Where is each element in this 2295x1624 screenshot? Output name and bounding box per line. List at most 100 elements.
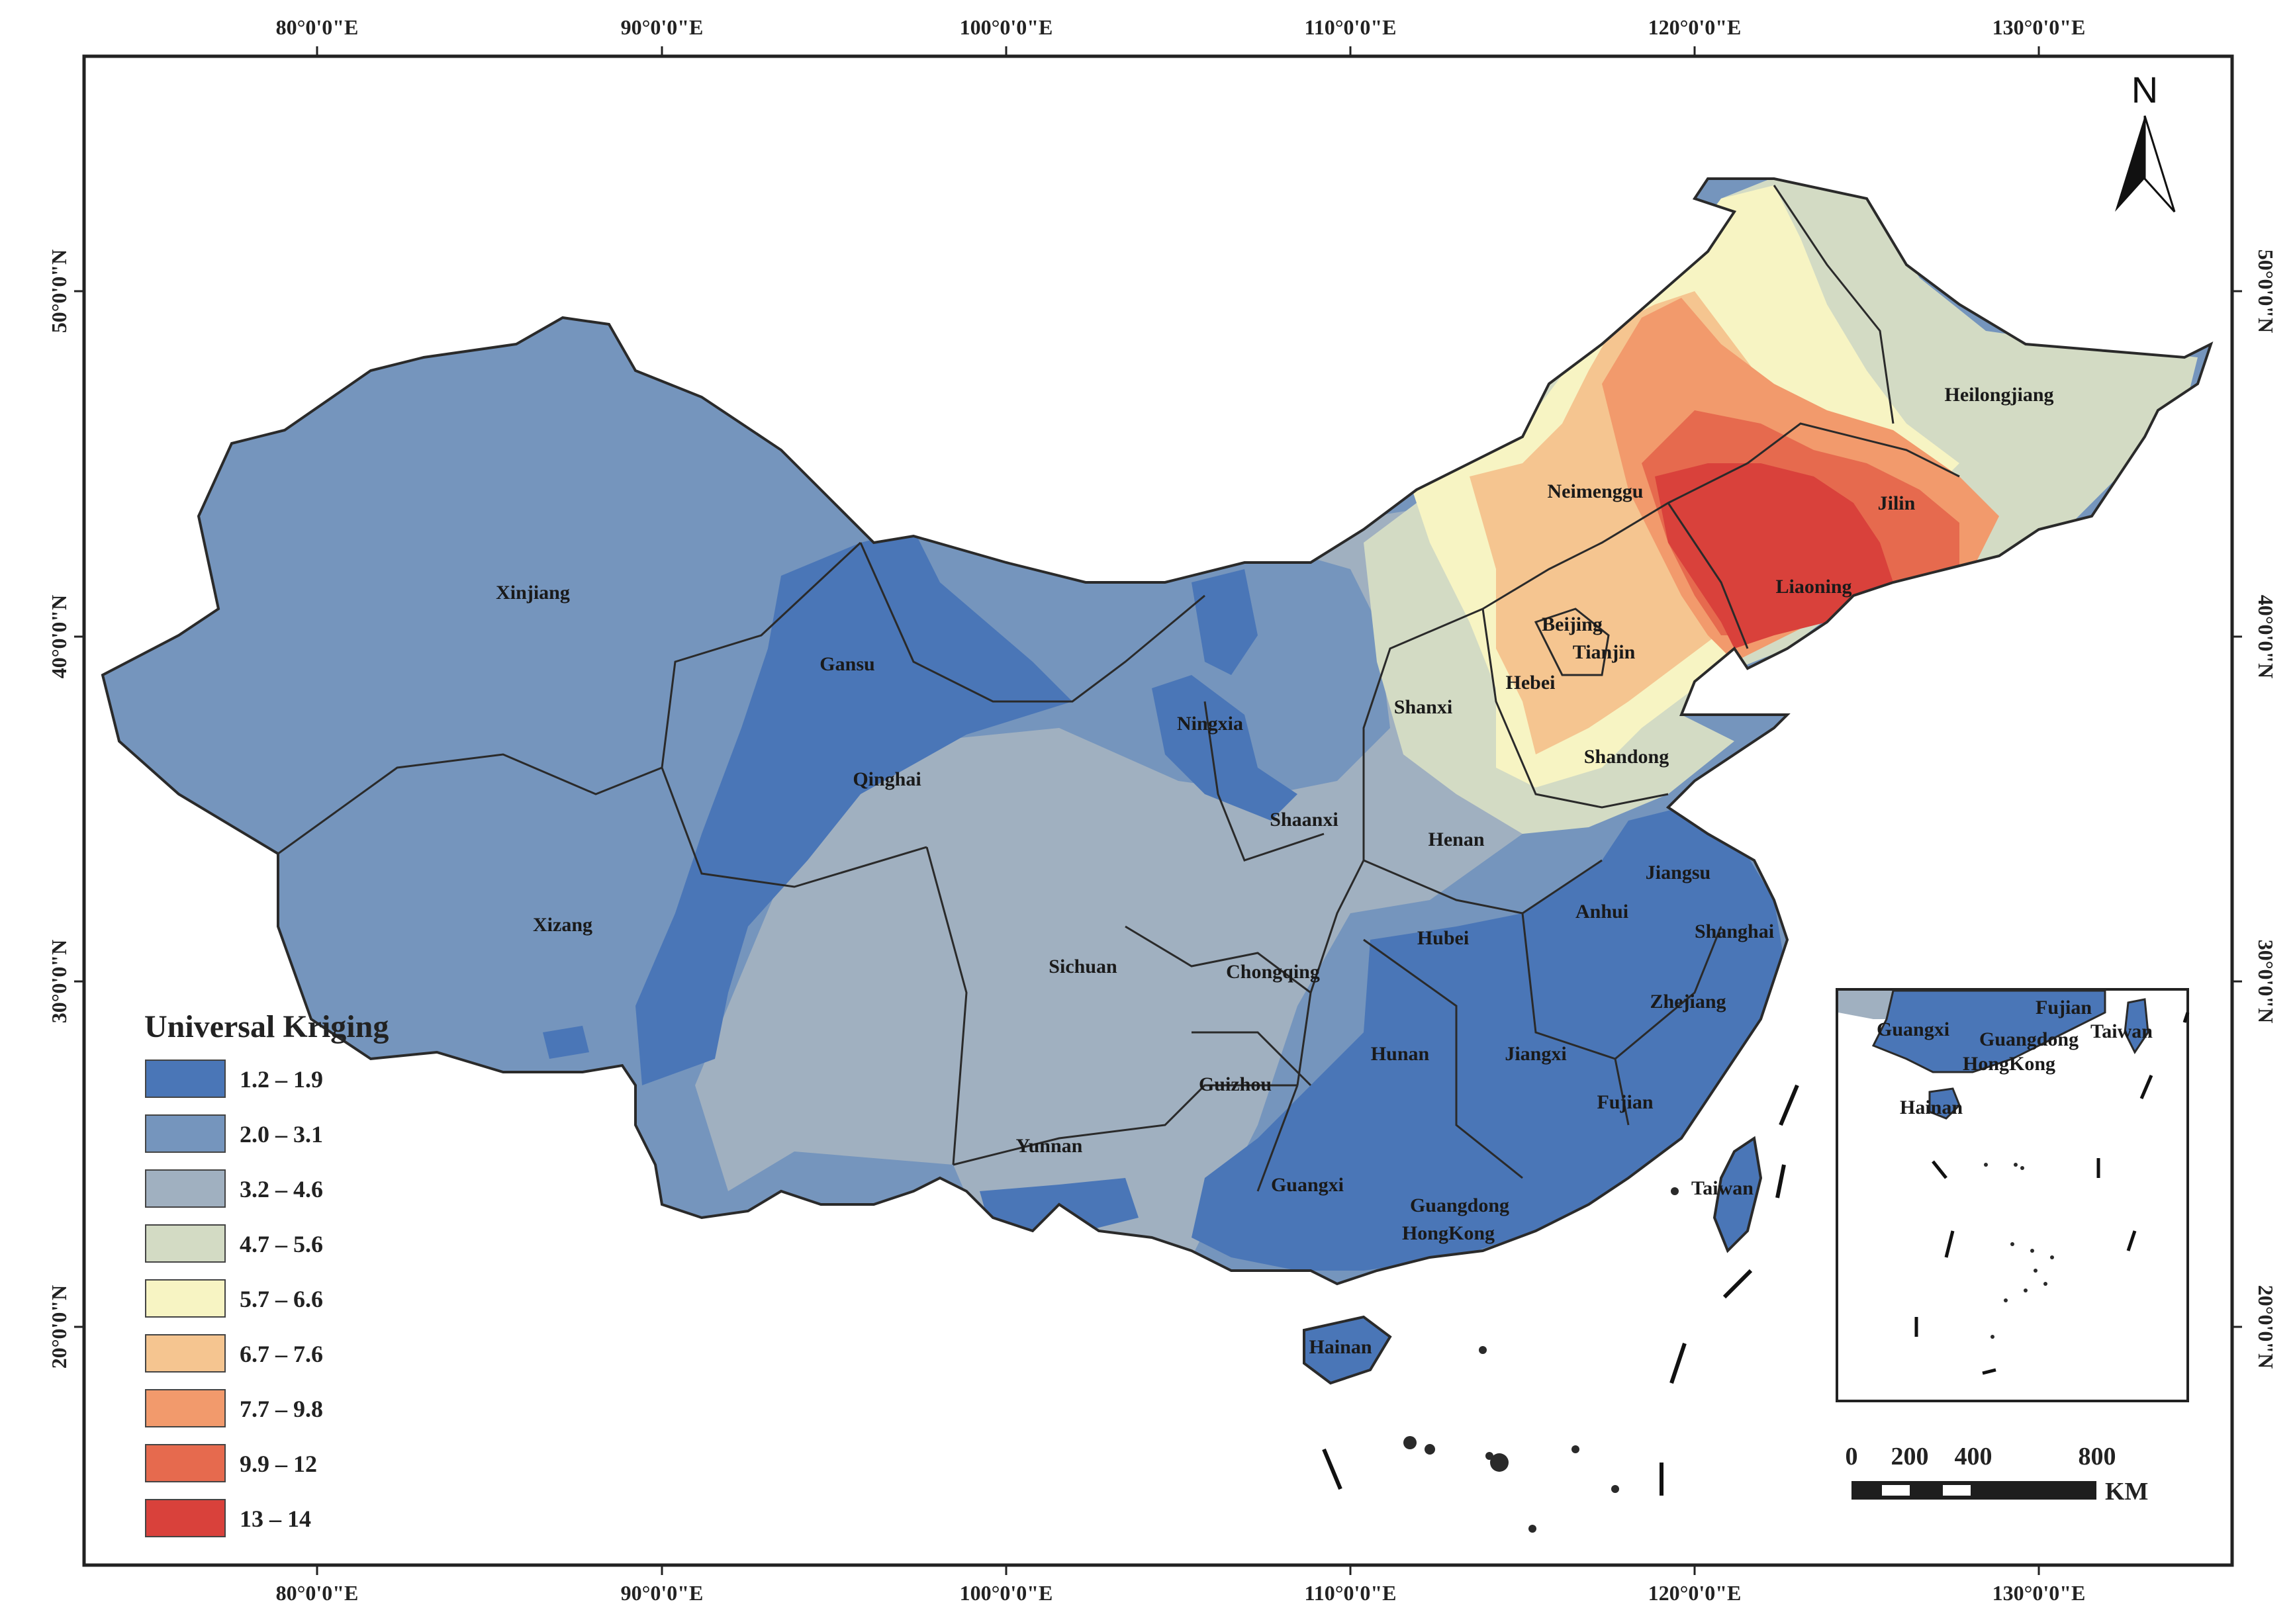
inset-land-blue xyxy=(1871,989,2106,1073)
bottom-lon-label: 130°0'0"E xyxy=(1992,1581,2086,1605)
scale-tick-label: 0 xyxy=(1846,1443,1858,1470)
legend-label: 1.2 – 1.9 xyxy=(240,1066,323,1093)
zone-c1-ningxia xyxy=(1152,675,1297,821)
inset-taiwan xyxy=(2124,998,2149,1054)
top-lon-label: 90°0'0"E xyxy=(621,15,704,39)
legend-swatch xyxy=(145,1499,226,1537)
legend-swatch xyxy=(145,1334,226,1373)
graticule-ticks xyxy=(74,46,2242,1575)
legend-label: 3.2 – 4.6 xyxy=(240,1176,323,1202)
label-guizhou: Guizhou xyxy=(1199,1073,1272,1095)
label-heilongjiang: Heilongjiang xyxy=(1944,384,2053,406)
right-lat-label: 40°0'0"N xyxy=(2254,595,2278,679)
top-lon-label: 130°0'0"E xyxy=(1992,15,2086,39)
label-zhejiang: Zhejiang xyxy=(1650,991,1726,1013)
coastal-islands xyxy=(1403,1187,1679,1533)
label-neimenggu: Neimenggu xyxy=(1548,480,1644,502)
zone-c1-xizang-south xyxy=(543,1026,589,1059)
scale-tick-label: 400 xyxy=(1955,1443,1992,1470)
inset-dashes xyxy=(1914,1012,2190,1375)
label-jiangsu: Jiangsu xyxy=(1646,862,1710,883)
scale-bar: 0 200 400 800 KM xyxy=(1846,1443,2149,1506)
legend-swatch xyxy=(145,1279,226,1318)
top-lon-label: 110°0'0"E xyxy=(1304,15,1396,39)
legend-title: Universal Kriging xyxy=(144,1009,389,1044)
legend-label: 2.0 – 3.1 xyxy=(240,1121,323,1148)
province-boundaries xyxy=(277,185,1960,1192)
legend-swatch xyxy=(145,1169,226,1208)
legend-swatch xyxy=(145,1060,226,1098)
zone-c1-southeast xyxy=(1192,807,1787,1271)
label-shanxi: Shanxi xyxy=(1394,696,1452,718)
bottom-lon-label: 100°0'0"E xyxy=(960,1581,1053,1605)
legend-swatch xyxy=(145,1444,226,1482)
taiwan-island xyxy=(1712,1136,1763,1253)
label-jilin: Jilin xyxy=(1878,492,1916,514)
legend-swatch xyxy=(145,1224,226,1263)
label-shandong: Shandong xyxy=(1584,746,1669,768)
inset-label-guangxi: Guangxi xyxy=(1877,1018,1949,1040)
bottom-lon-label: 110°0'0"E xyxy=(1304,1581,1396,1605)
right-axis-labels: 50°0'0"N 40°0'0"N 30°0'0"N 20°0'0"N xyxy=(2254,249,2278,1369)
inset-hainan xyxy=(1928,1087,1961,1120)
label-ningxia: Ningxia xyxy=(1177,713,1243,735)
hainan-island xyxy=(1303,1315,1392,1385)
left-lat-label: 30°0'0"N xyxy=(47,940,71,1024)
label-sichuan: Sichuan xyxy=(1049,956,1117,977)
north-arrow: N xyxy=(2115,69,2176,213)
label-jiangxi: Jiangxi xyxy=(1505,1043,1566,1065)
legend: Universal Kriging 1.2 – 1.9 2.0 – 3.1 3.… xyxy=(144,1009,389,1537)
label-taiwan: Taiwan xyxy=(1691,1177,1754,1199)
legend-swatch xyxy=(145,1114,226,1153)
inset-label-fujian: Fujian xyxy=(2036,997,2092,1018)
right-lat-label: 20°0'0"N xyxy=(2254,1285,2278,1369)
legend-label: 4.7 – 5.6 xyxy=(240,1231,323,1257)
label-beijing: Beijing xyxy=(1542,613,1603,635)
legend-label: 13 – 14 xyxy=(240,1506,311,1532)
legend-label: 9.9 – 12 xyxy=(240,1451,317,1477)
scale-segment-white xyxy=(1943,1485,1971,1496)
inset-islands xyxy=(1984,1163,2054,1339)
label-gansu: Gansu xyxy=(820,653,874,675)
north-arrow-icon xyxy=(2115,116,2145,212)
china-outline xyxy=(101,177,2214,1286)
label-shaanxi: Shaanxi xyxy=(1270,809,1338,831)
label-guangdong: Guangdong xyxy=(1410,1195,1509,1216)
scale-tick-label: 200 xyxy=(1891,1443,1929,1470)
left-lat-label: 20°0'0"N xyxy=(47,1285,71,1369)
province-labels: Xinjiang Xizang Gansu Qinghai Ningxia Si… xyxy=(496,384,2053,1358)
scale-unit: KM xyxy=(2105,1478,2148,1506)
legend-label: 7.7 – 9.8 xyxy=(240,1396,323,1422)
right-lat-label: 50°0'0"N xyxy=(2254,249,2278,334)
top-lon-label: 100°0'0"E xyxy=(960,15,1053,39)
scale-tick-label: 800 xyxy=(2079,1443,2116,1470)
right-lat-label: 30°0'0"N xyxy=(2254,940,2278,1024)
bottom-axis-labels: 80°0'0"E 90°0'0"E 100°0'0"E 110°0'0"E 12… xyxy=(276,1581,2086,1605)
legend-label: 5.7 – 6.6 xyxy=(240,1286,323,1312)
top-lon-label: 120°0'0"E xyxy=(1648,15,1742,39)
label-shanghai: Shanghai xyxy=(1695,921,1774,942)
zone-c3 xyxy=(695,503,1562,1257)
inset-label-guangdong: Guangdong xyxy=(1979,1028,2079,1050)
label-anhui: Anhui xyxy=(1575,901,1628,923)
top-lon-label: 80°0'0"E xyxy=(276,15,359,39)
left-lat-label: 50°0'0"N xyxy=(47,249,71,334)
label-hubei: Hubei xyxy=(1417,927,1469,949)
zone-c1-west xyxy=(635,529,1072,1085)
south-china-sea-dashes xyxy=(1322,1084,1799,1496)
label-fujian: Fujian xyxy=(1597,1091,1653,1113)
bottom-lon-label: 90°0'0"E xyxy=(621,1581,704,1605)
legend-swatch xyxy=(145,1389,226,1427)
zone-c1-north xyxy=(1192,569,1258,675)
label-hainan: Hainan xyxy=(1309,1336,1372,1358)
label-hebei: Hebei xyxy=(1506,672,1556,694)
label-yunnan: Yunnan xyxy=(1016,1135,1083,1157)
label-qinghai: Qinghai xyxy=(853,768,921,790)
zone-c9 xyxy=(1655,463,1893,649)
label-chongqing: Chongqing xyxy=(1226,961,1320,983)
north-arrow-label: N xyxy=(2131,69,2158,111)
inset-label-hainan: Hainan xyxy=(1900,1097,1963,1118)
top-axis-labels: 80°0'0"E 90°0'0"E 100°0'0"E 110°0'0"E 12… xyxy=(276,15,2086,39)
label-xinjiang: Xinjiang xyxy=(496,582,570,604)
